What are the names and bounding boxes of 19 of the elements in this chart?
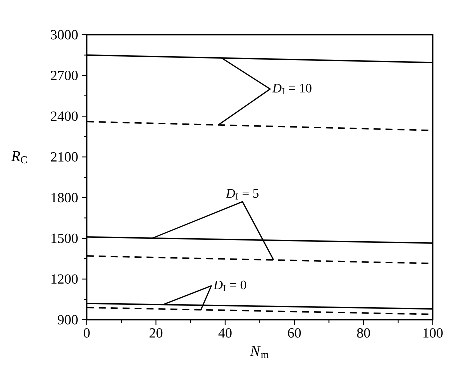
annotation: D$_{I}$ = 0 (214, 280, 246, 292)
y-tick-label: 3000 (51, 30, 78, 40)
x-tick-label: 100 (424, 328, 443, 338)
y-tick-label: 2400 (51, 112, 78, 122)
x-tick-label: 80 (357, 328, 370, 338)
y-tick-label: 1500 (52, 234, 78, 244)
y-tick-label: 1800 (52, 193, 78, 203)
x-tick-label: 40 (218, 328, 232, 338)
y-tick-label: 1200 (52, 274, 78, 284)
y-tick-label: 900 (58, 315, 78, 325)
annotation: D$_{I}$ = 5 (226, 189, 259, 200)
x-tick-label: 0 (84, 328, 90, 338)
y-tick-label: 2700 (51, 71, 78, 80)
y-axis-title: R$_{C}$ (11, 152, 28, 164)
x-tick-label: 60 (288, 328, 302, 338)
annotation: D$_{I}$ = 10 (272, 84, 312, 94)
y-tick-label: 2100 (51, 152, 78, 162)
x-axis-title: N$_{m}$ (250, 346, 269, 358)
x-tick-label: 20 (150, 328, 163, 338)
